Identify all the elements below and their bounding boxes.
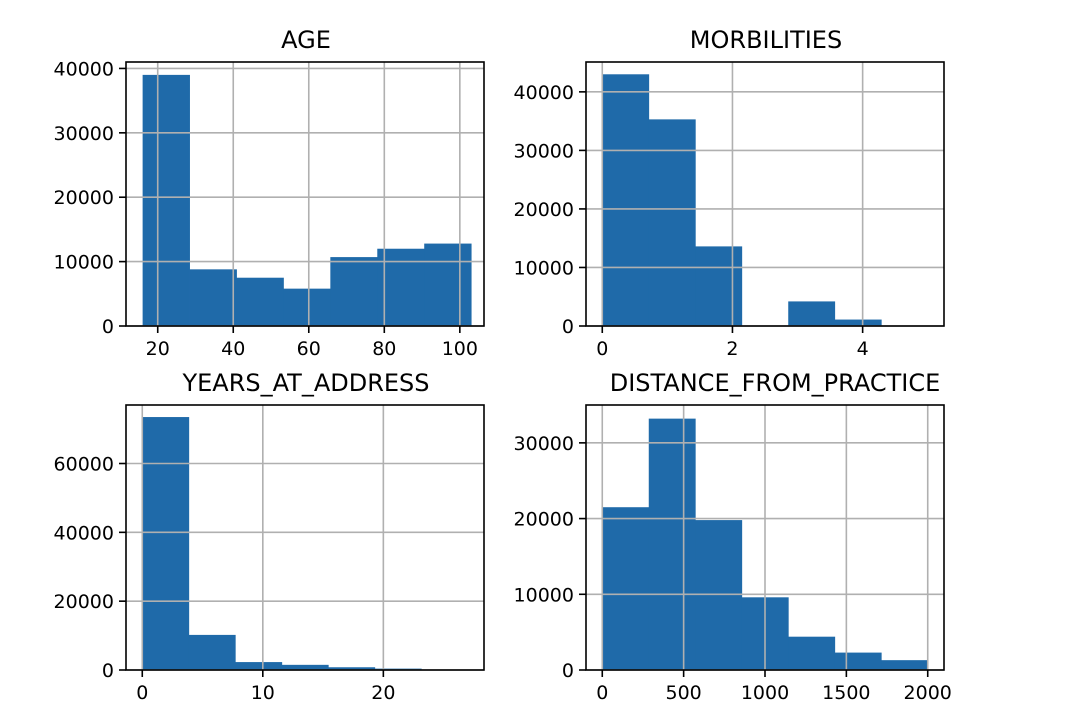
histogram-bar: [648, 119, 696, 327]
histogram-bar: [283, 288, 331, 326]
x-tick-label: 20: [146, 338, 170, 360]
subplot-age: AGE 20 40 60 80 100 0 10000 20000 30000 40000: [54, 26, 485, 360]
y-tick-label: 40000: [514, 82, 574, 104]
x-tick-label: 100: [442, 338, 478, 360]
axes-frame: [125, 404, 485, 671]
histogram-bar: [602, 74, 650, 326]
histogram-bar: [235, 662, 283, 670]
y-tick-label: 20000: [54, 591, 114, 613]
histogram-bar: [834, 319, 882, 326]
histogram-bar: [834, 652, 882, 670]
x-tick-label: 1500: [822, 682, 870, 704]
y-tick-label: 40000: [54, 522, 114, 544]
y-tick-label: 60000: [54, 454, 114, 476]
x-tick-label: 500: [666, 682, 702, 704]
y-tick-label: 10000: [514, 257, 574, 279]
y-tick-label: 30000: [514, 433, 574, 455]
histogram-bar: [424, 243, 472, 326]
x-tick-label: 1000: [741, 682, 789, 704]
x-tick-label: 40: [221, 338, 245, 360]
x-tick-label: 80: [372, 338, 396, 360]
y-tick-label: 0: [562, 316, 574, 338]
subplot-title: AGE: [281, 26, 331, 54]
y-tick-label: 0: [102, 660, 114, 682]
histogram-bar: [648, 418, 696, 670]
histogram-bar: [788, 301, 836, 326]
histogram-bar: [602, 507, 650, 670]
subplot-title: DISTANCE_FROM_PRACTICE: [610, 369, 941, 397]
histogram-bar: [142, 417, 190, 670]
subplot-years-at-address: YEARS_AT_ADDRESS 0 10 20 0 20000 40000 60000: [54, 369, 485, 704]
x-tick-label: 4: [857, 338, 869, 360]
subplot-morbilities: MORBILITIES 0 2 4 0 10000 20000 30000 40000: [514, 26, 945, 360]
y-tick-label: 10000: [54, 252, 114, 274]
x-tick-label: 2: [726, 338, 738, 360]
x-tick-label: 0: [596, 338, 608, 360]
histogram-bar: [236, 277, 284, 326]
histogram-bar: [695, 246, 743, 326]
y-tick-label: 0: [102, 316, 114, 338]
x-tick-label: 20: [371, 682, 395, 704]
histogram-bar: [881, 660, 929, 670]
histogram-bar: [142, 74, 190, 326]
x-tick-label: 10: [251, 682, 275, 704]
x-tick-label: 0: [596, 682, 608, 704]
histogram-bar: [281, 664, 329, 670]
plot-area: 0 2 4 0 10000 20000 30000 40000: [514, 61, 945, 360]
y-tick-label: 30000: [54, 123, 114, 145]
plot-area: 20 40 60 80 100 0 10000 20000 30000 40000: [54, 58, 485, 360]
y-tick-label: 40000: [54, 58, 114, 80]
histogram-bar: [328, 667, 376, 670]
axes-frame: [585, 61, 945, 327]
y-tick-label: 10000: [514, 584, 574, 606]
x-tick-label: 2000: [904, 682, 952, 704]
y-tick-label: 30000: [514, 140, 574, 162]
axes-frame: [125, 61, 485, 327]
y-tick-label: 20000: [54, 187, 114, 209]
histogram-bar: [330, 257, 378, 326]
x-tick-label: 0: [136, 682, 148, 704]
histogram-bar: [188, 634, 236, 670]
histogram-bar: [788, 636, 836, 670]
subplot-distance-from-practice: DISTANCE_FROM_PRACTICE 0 500 1000 1500 20000…: [514, 369, 952, 704]
x-tick-label: 60: [297, 338, 321, 360]
y-tick-label: 0: [562, 660, 574, 682]
subplot-title: MORBILITIES: [690, 26, 842, 54]
y-tick-label: 20000: [514, 199, 574, 221]
plot-area: 0 10 20 0 20000 40000 60000: [54, 404, 485, 704]
subplot-title: YEARS_AT_ADDRESS: [181, 369, 429, 397]
histogram-bar: [189, 269, 237, 326]
y-tick-label: 20000: [514, 509, 574, 531]
